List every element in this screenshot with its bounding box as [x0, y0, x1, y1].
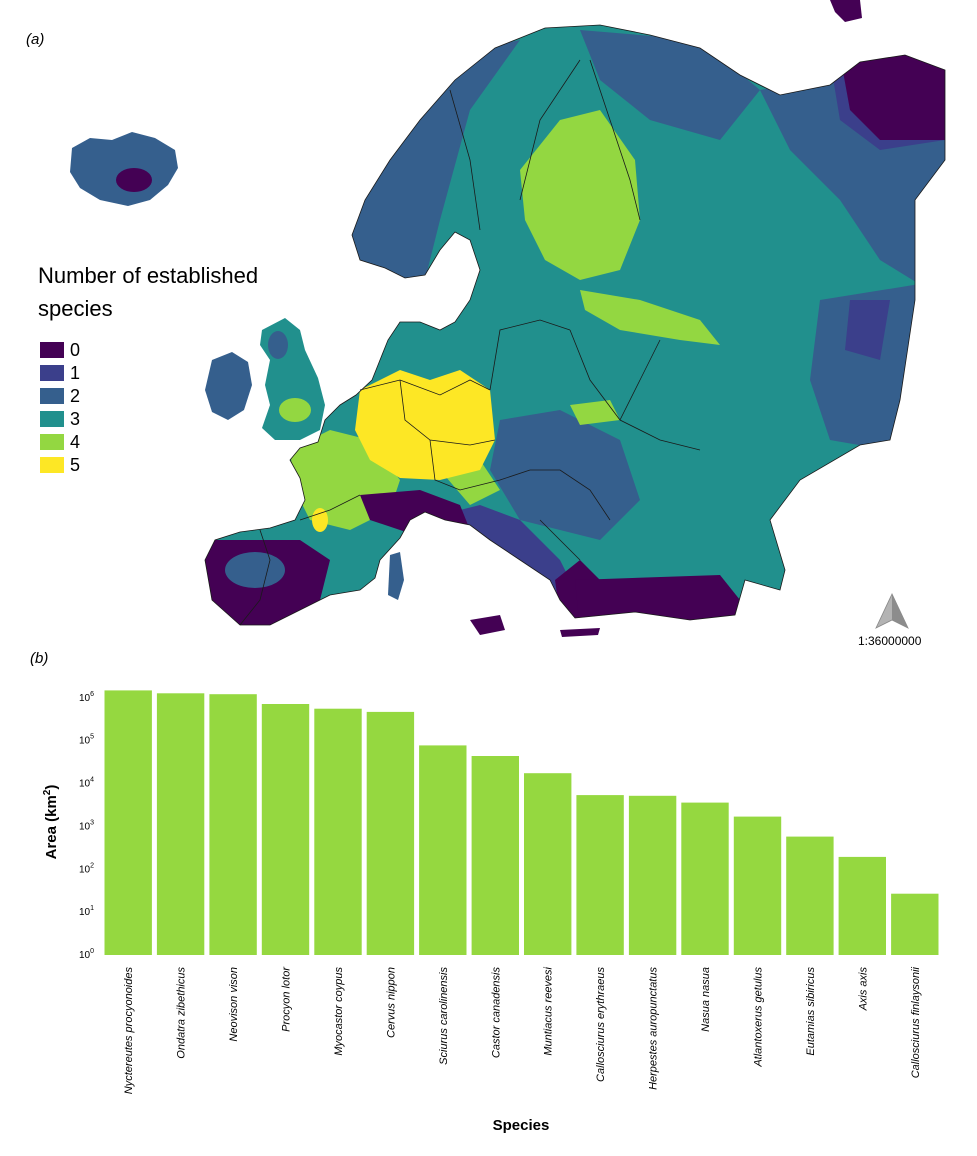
legend-label-5: 5 [70, 455, 80, 475]
legend-label-4: 4 [70, 432, 80, 452]
sicily-region [470, 615, 505, 635]
legend-swatch-5 [40, 457, 64, 473]
bar [576, 795, 624, 955]
x-tick-label: Sciurus carolinensis [438, 967, 450, 1065]
legend-swatch-1 [40, 365, 64, 381]
legend-swatch-4 [40, 434, 64, 450]
legend-swatch-3 [40, 411, 64, 427]
x-tick-label: Nyctereutes procyonoides [123, 967, 135, 1095]
map-legend: Number of established species 0 1 2 3 4 5 [38, 263, 258, 475]
bar [366, 711, 415, 955]
bar [471, 756, 519, 955]
bar [314, 708, 362, 955]
country-borders [204, 24, 946, 626]
y-tick-label: 100 [79, 948, 94, 961]
x-axis-ticks: Nyctereutes procyonoides Ondatra zibethic… [123, 966, 922, 1095]
legend-label-3: 3 [70, 409, 80, 429]
bar [733, 816, 782, 955]
legend-title-line2: species [38, 296, 113, 321]
sardinia-region [388, 552, 404, 600]
bar [156, 693, 205, 955]
bar [209, 694, 257, 955]
x-tick-label: Ondatra zibethicus [176, 967, 188, 1059]
y-tick-label: 106 [79, 691, 94, 704]
legend-items: 0 1 2 3 4 5 [40, 340, 80, 475]
x-tick-label: Castor canadensis [490, 967, 502, 1059]
north-arrow-icon [875, 593, 909, 629]
x-tick-label: Cervus nippon [385, 967, 397, 1038]
bar [524, 773, 572, 955]
britain-region [260, 318, 325, 440]
bar [681, 802, 729, 955]
x-tick-label: Callosciurus erythraeus [595, 967, 607, 1082]
x-tick-label: Herpestes auropunctatus [648, 967, 660, 1090]
bar [628, 795, 677, 955]
legend-label-2: 2 [70, 386, 80, 406]
map-panel: (a) [26, 0, 946, 648]
x-tick-label: Procyon lotor [281, 966, 293, 1032]
bar [786, 836, 834, 955]
bar [104, 690, 152, 955]
panel-a-label: (a) [26, 31, 44, 48]
legend-label-0: 0 [70, 340, 80, 360]
y-axis-title: Area (km2) [42, 785, 60, 860]
x-tick-label: Myocastor coypus [333, 967, 345, 1056]
x-tick-label: Axis axis [857, 967, 869, 1012]
y-tick-label: 101 [79, 905, 94, 918]
iberia-zone [225, 552, 285, 588]
x-tick-label: Callosciurus finlaysonii [910, 966, 922, 1078]
arctic-island [830, 0, 862, 22]
bars [104, 690, 939, 955]
x-tick-label: Atlantoxerus getulus [753, 967, 765, 1068]
bar [838, 856, 886, 955]
map-scale-label: 1:36000000 [858, 634, 922, 648]
bar-chart-panel: (b) 100 101 102 103 104 105 106 Nyctereutes pr… [30, 650, 939, 1134]
legend-swatch-2 [40, 388, 64, 404]
x-tick-label: Neovison vison [228, 967, 240, 1042]
legend-title-line1: Number of established [38, 263, 258, 288]
panel-b-label: (b) [30, 650, 48, 667]
bar [261, 704, 310, 955]
x-tick-label: Muntiacus reevesi [543, 966, 555, 1055]
crete-region [560, 628, 600, 637]
bar [891, 893, 939, 955]
x-tick-label: Nasua nasua [700, 967, 712, 1032]
bar [419, 745, 467, 955]
y-tick-label: 105 [79, 734, 94, 747]
y-tick-label: 104 [79, 777, 94, 790]
europe-mainland [205, 25, 945, 625]
x-tick-label: Eutamias sibiricus [805, 967, 817, 1056]
y-tick-label: 102 [79, 862, 94, 875]
ireland-region [205, 352, 252, 420]
legend-label-1: 1 [70, 363, 80, 383]
x-axis-title: Species [493, 1117, 550, 1134]
y-tick-label: 103 [79, 819, 94, 832]
y-axis-ticks: 100 101 102 103 104 105 106 [79, 691, 94, 961]
legend-swatch-0 [40, 342, 64, 358]
iceland-region [70, 132, 178, 206]
